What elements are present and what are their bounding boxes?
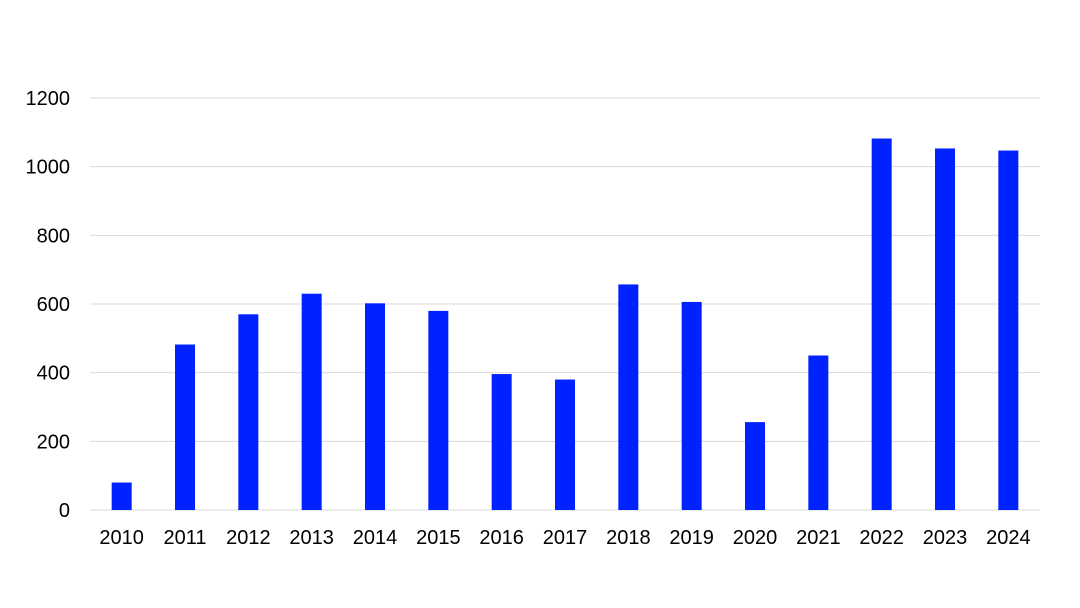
bar-2020 <box>745 422 765 510</box>
x-tick-label: 2020 <box>733 527 778 549</box>
x-tick-label: 2012 <box>226 527 271 549</box>
y-tick-label: 1000 <box>26 157 71 179</box>
bar-2012 <box>238 314 259 510</box>
x-tick-label: 2021 <box>796 527 841 549</box>
bar-2011 <box>175 344 195 510</box>
x-tick-label: 2010 <box>99 527 144 549</box>
bar-2023 <box>935 148 955 510</box>
bar-2015 <box>428 310 449 510</box>
bar-2019 <box>681 301 702 510</box>
bar-2018 <box>618 284 639 510</box>
y-tick-label: 400 <box>37 363 70 385</box>
x-tick-label: 2013 <box>289 527 334 549</box>
y-tick-label: 600 <box>37 294 70 316</box>
bar-2024 <box>998 150 1019 510</box>
y-tick-label: 200 <box>37 431 70 453</box>
x-tick-label: 2022 <box>859 527 904 549</box>
bar-2017 <box>555 379 575 510</box>
x-tick-label: 2014 <box>353 527 398 549</box>
x-axis-tick-labels: 2010 2011 2012 2013 2014 2015 2016 2017 2018 2019… <box>99 527 1030 549</box>
x-tick-label: 2017 <box>543 527 588 549</box>
x-tick-label: 2018 <box>606 527 651 549</box>
x-tick-label: 2015 <box>416 527 461 549</box>
y-tick-label: 1200 <box>26 88 71 110</box>
bar-2013 <box>301 293 322 510</box>
bars <box>111 138 1019 510</box>
bar-2022 <box>871 138 892 510</box>
x-tick-label: 2011 <box>163 527 206 549</box>
bar-2014 <box>365 303 385 510</box>
y-axis-tick-labels: 0 200 400 600 800 1000 1200 <box>26 88 71 522</box>
x-tick-label: 2016 <box>479 527 524 549</box>
y-tick-label: 0 <box>59 500 70 522</box>
x-tick-label: 2019 <box>669 527 714 549</box>
bar-2010 <box>111 482 132 510</box>
bar-2021 <box>808 355 829 510</box>
x-tick-label: 2024 <box>986 527 1031 549</box>
x-tick-label: 2023 <box>923 527 968 549</box>
bar-2016 <box>491 374 512 510</box>
y-tick-label: 800 <box>37 225 70 247</box>
